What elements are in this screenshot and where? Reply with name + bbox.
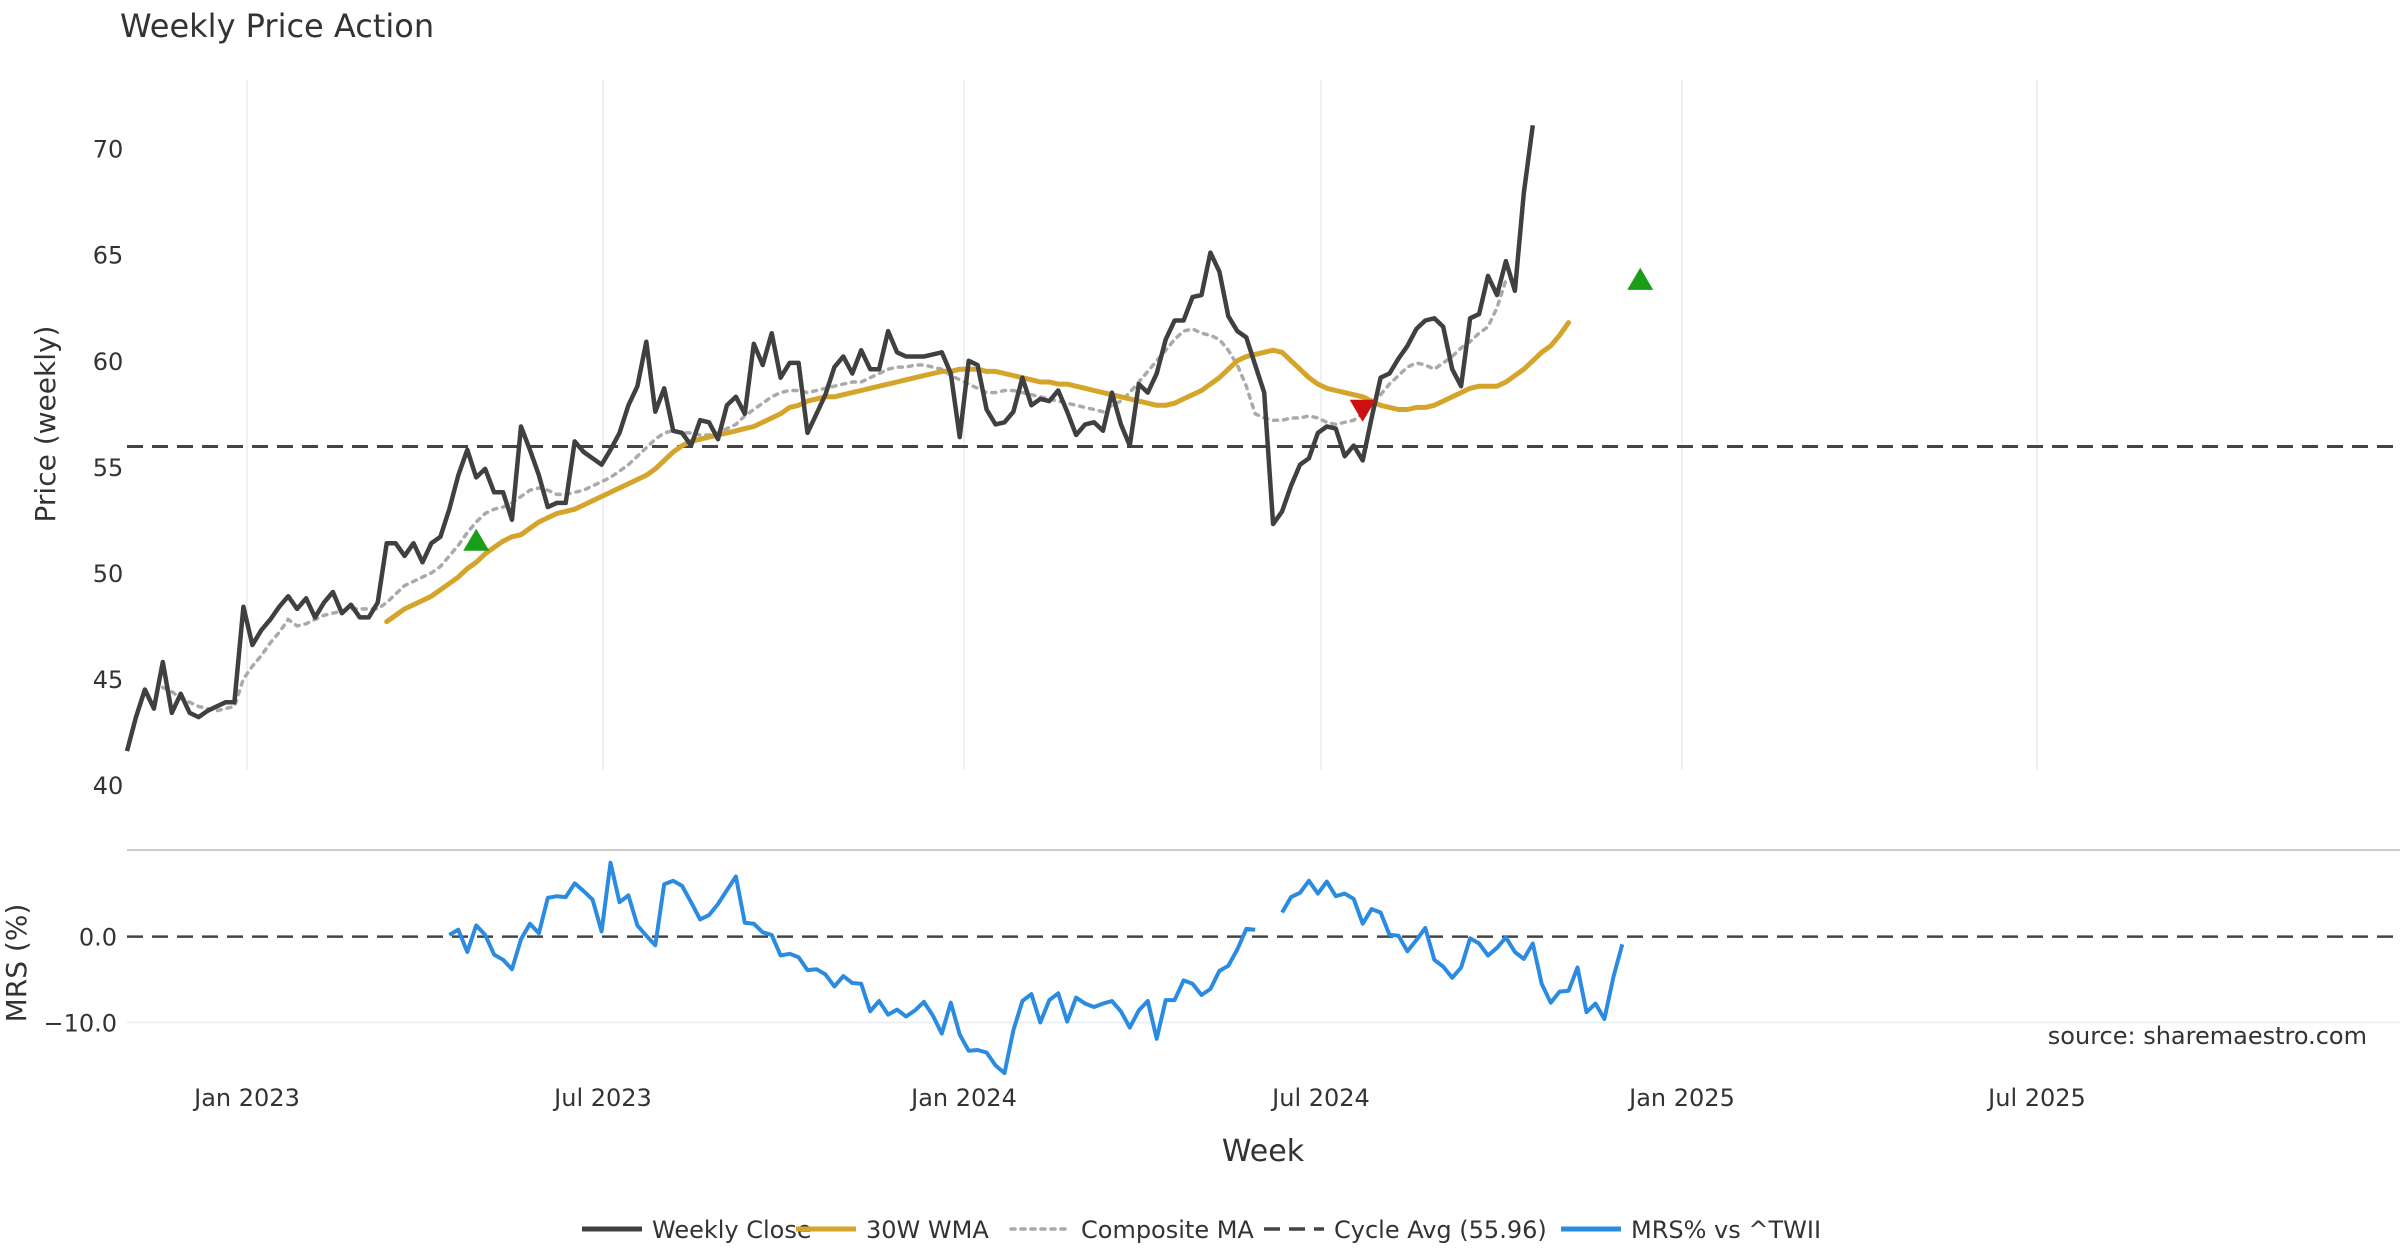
x-tick-label: Jan 2024 bbox=[909, 1084, 1017, 1112]
legend-item: Composite MA bbox=[1009, 1216, 1254, 1244]
buy-signal-marker-2 bbox=[1627, 267, 1654, 290]
x-ticks: Jan 2023 Jul 2023 Jan 2024 Jul 2024 Jan 2025… bbox=[192, 1084, 2086, 1112]
legend-item: 30W WMA bbox=[796, 1216, 989, 1244]
x-gridlines bbox=[246, 80, 2038, 770]
legend-label: Cycle Avg (55.96) bbox=[1334, 1216, 1547, 1244]
mrs-y-ticks: 0.0 −10.0 bbox=[43, 924, 117, 1038]
x-tick-label: Jul 2023 bbox=[552, 1084, 652, 1112]
signal-markers bbox=[463, 267, 1654, 551]
series-layer bbox=[124, 125, 2400, 1076]
x-tick-label: Jan 2025 bbox=[1627, 1084, 1735, 1112]
composite-ma-line bbox=[161, 278, 1508, 713]
price-y-tick-label: 40 bbox=[93, 772, 124, 800]
mrs-line-segment-0 bbox=[448, 860, 1256, 1076]
legend-label: MRS% vs ^TWII bbox=[1631, 1216, 1821, 1244]
legend-label: 30W WMA bbox=[866, 1216, 989, 1244]
price-y-tick-label: 65 bbox=[93, 242, 124, 270]
legend-item: Weekly Close bbox=[582, 1216, 812, 1244]
x-axis-label: Week bbox=[1222, 1134, 1305, 1169]
mrs-y-axis-label: MRS (%) bbox=[0, 904, 33, 1023]
source-note: source: sharemaestro.com bbox=[2048, 1022, 2367, 1050]
price-y-tick-label: 50 bbox=[93, 560, 124, 588]
x-tick-label: Jan 2023 bbox=[192, 1084, 300, 1112]
price-y-tick-label: 55 bbox=[93, 454, 124, 482]
legend-item: MRS% vs ^TWII bbox=[1561, 1216, 1821, 1244]
legend-label: Composite MA bbox=[1081, 1216, 1254, 1244]
price-y-axis-label: Price (weekly) bbox=[29, 326, 62, 523]
legend: Weekly Close 30W WMA Composite MA Cycle Avg… bbox=[582, 1216, 1821, 1244]
price-y-ticks: 40 45 50 55 60 65 70 bbox=[93, 136, 124, 800]
x-tick-label: Jul 2024 bbox=[1270, 1084, 1370, 1112]
legend-item: Cycle Avg (55.96) bbox=[1264, 1216, 1547, 1244]
price-y-tick-label: 70 bbox=[93, 136, 124, 164]
sell-signal-marker-1 bbox=[1349, 399, 1376, 422]
price-y-tick-label: 45 bbox=[93, 666, 124, 694]
chart-title: Weekly Price Action bbox=[120, 7, 434, 45]
mrs-line-segment-1 bbox=[1280, 878, 1625, 1021]
legend-label: Weekly Close bbox=[652, 1216, 812, 1244]
price-y-tick-label: 60 bbox=[93, 348, 124, 376]
weekly-close-line bbox=[124, 125, 1536, 752]
buy-signal-marker-0 bbox=[463, 528, 490, 551]
x-tick-label: Jul 2025 bbox=[1986, 1084, 2086, 1112]
mrs-y-tick-label: −10.0 bbox=[43, 1009, 117, 1037]
mrs-y-tick-label: 0.0 bbox=[79, 924, 117, 952]
